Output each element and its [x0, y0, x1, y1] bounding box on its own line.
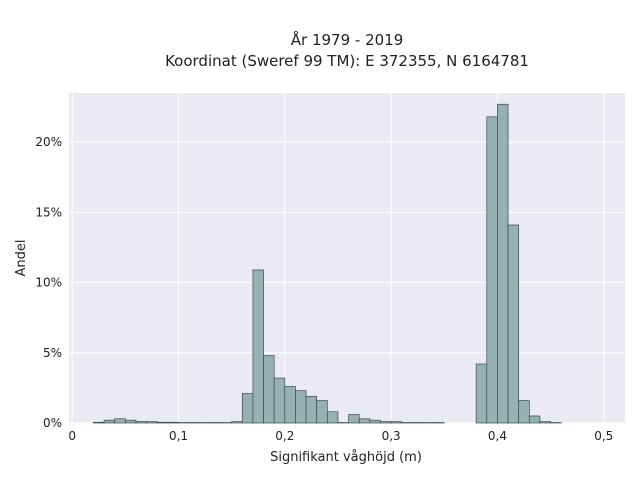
histogram-bar: [93, 421, 105, 424]
histogram-bar: [167, 421, 179, 424]
plot-area: [69, 93, 625, 423]
y-tick-label: 15%: [35, 205, 62, 219]
tick-labels: 0 0,1 0,2 0,3 0,4 0,5 0% 5% 10% 15% 20%: [35, 135, 613, 443]
y-tick-label: 0%: [43, 416, 62, 430]
x-tick-label: 0,5: [594, 429, 613, 443]
histogram-bar: [146, 421, 158, 424]
histogram-bar: [507, 224, 520, 424]
histogram-bar: [475, 363, 488, 424]
histogram-bar: [348, 414, 360, 424]
histogram-bar: [369, 419, 381, 424]
histogram-bar: [305, 395, 318, 424]
histogram-bar: [156, 421, 169, 424]
histogram-bar: [284, 386, 296, 424]
y-axis-label: Andel: [14, 240, 29, 277]
histogram-bar: [231, 421, 243, 424]
x-tick-label: 0,1: [169, 429, 188, 443]
histogram-bar: [358, 418, 371, 424]
histogram-bar: [539, 421, 551, 424]
y-tick-label: 10%: [35, 276, 62, 290]
histogram-bar: [124, 419, 137, 424]
histogram-bar: [273, 377, 286, 424]
histogram-bars: [93, 103, 562, 424]
histogram-bar: [263, 355, 275, 424]
chart-title-line2: Koordinat (Sweref 99 TM): E 372355, N 61…: [165, 52, 529, 70]
histogram-bar: [252, 269, 264, 424]
histogram-bar: [497, 103, 509, 424]
histogram-bar: [518, 400, 530, 424]
histogram-bar: [380, 421, 392, 424]
x-tick-label: 0: [68, 429, 76, 443]
y-tick-label: 20%: [35, 135, 62, 149]
x-tick-label: 0,2: [275, 429, 294, 443]
histogram-bar: [295, 390, 307, 424]
histogram-bar: [390, 421, 403, 424]
histogram-bar: [316, 400, 328, 424]
histogram-bar: [528, 415, 541, 424]
chart-title-line1: År 1979 - 2019: [291, 30, 404, 49]
histogram-bar: [103, 419, 116, 424]
histogram-bar: [486, 116, 498, 424]
x-axis-label: Signifikant våghöjd (m): [270, 450, 422, 465]
histogram-bar: [135, 421, 147, 424]
y-tick-label: 5%: [43, 346, 62, 360]
histogram-bar: [241, 393, 254, 424]
histogram-bar: [114, 418, 126, 424]
x-tick-label: 0,4: [488, 429, 507, 443]
x-tick-label: 0,3: [382, 429, 401, 443]
histogram-bar: [326, 411, 339, 424]
